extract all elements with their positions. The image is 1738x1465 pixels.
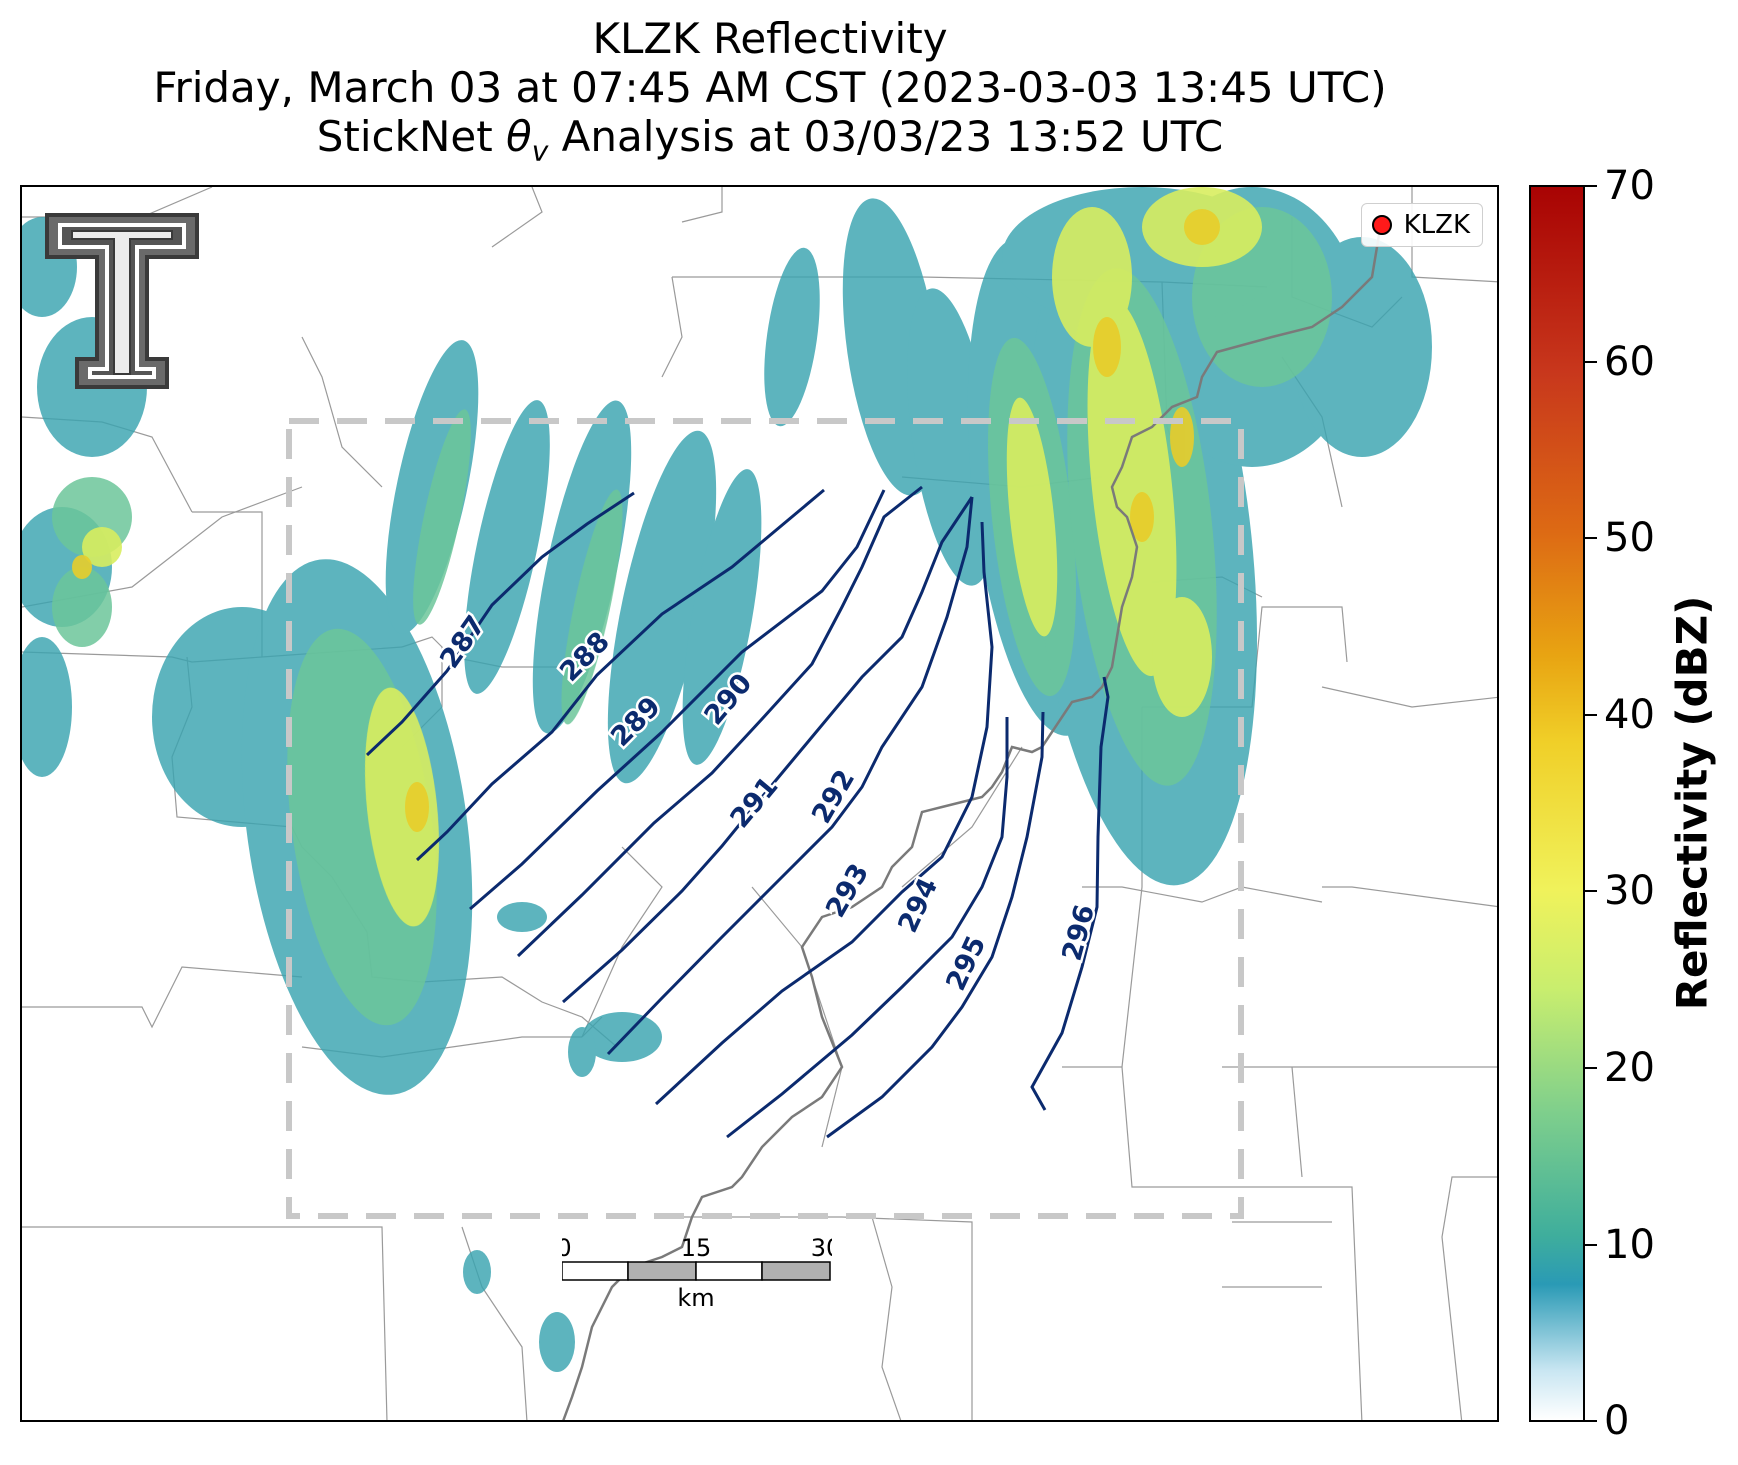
contour-label-296: 296 — [1057, 902, 1102, 964]
map-legend: KLZK — [1360, 203, 1483, 247]
scale-seg-2 — [627, 1261, 697, 1281]
colorbar-tick — [1585, 1067, 1597, 1069]
state-boundary — [562, 216, 1384, 1420]
title-line-3-prefix: StickNet — [316, 112, 507, 161]
colorbar-tick — [1585, 890, 1597, 892]
title-line-2: Friday, March 03 at 07:45 AM CST (2023-0… — [153, 63, 1387, 112]
colorbar-tick — [1585, 1244, 1597, 1246]
colorbar-label-50: 50 — [1604, 515, 1655, 561]
scale-bar: 0 15 30 km — [562, 1234, 832, 1312]
colorbar-label-30: 30 — [1604, 868, 1655, 914]
contour-292 — [606, 496, 974, 1056]
colorbar-label-60: 60 — [1604, 339, 1655, 385]
colorbar-label-70: 70 — [1604, 163, 1655, 209]
scale-seg-1 — [562, 1261, 629, 1281]
contour-296 — [1030, 676, 1110, 1111]
scale-tick-0: 0 — [562, 1234, 572, 1262]
colorbar-tick — [1585, 714, 1597, 716]
contour-label-294: 294 — [892, 873, 944, 937]
theta-symbol: θ — [506, 112, 532, 161]
map-canvas: 287 288 289 290 291 292 293 294 295 296 — [22, 187, 1497, 1420]
contour-293 — [654, 521, 994, 1106]
legend-label: KLZK — [1403, 210, 1470, 240]
colorbar-tick — [1585, 361, 1597, 363]
contour-289 — [469, 489, 886, 911]
contour-288 — [415, 488, 825, 862]
title-line-3: StickNet θv Analysis at 03/03/23 13:52 U… — [20, 112, 1520, 175]
contour-label-293: 293 — [820, 859, 875, 923]
scale-seg-4 — [761, 1261, 831, 1281]
scale-tick-15: 15 — [681, 1234, 712, 1262]
scale-unit: km — [677, 1284, 714, 1312]
reflectivity-colorbar — [1529, 185, 1585, 1422]
colorbar-label-10: 10 — [1604, 1222, 1655, 1268]
echo-heavy — [82, 187, 1262, 927]
contour-294 — [726, 717, 1009, 1139]
contour-287 — [365, 491, 635, 757]
radar-site-marker — [1371, 215, 1392, 235]
colorbar-tick — [1585, 537, 1597, 539]
texas-tech-double-t-logo — [45, 213, 199, 389]
theta-v-contours — [365, 485, 1110, 1139]
scale-seg-3 — [695, 1261, 763, 1281]
colorbar-tick — [1585, 1420, 1597, 1422]
theta-subscript: v — [531, 134, 549, 168]
scale-tick-30: 30 — [811, 1234, 832, 1262]
colorbar-title: Reflectivity (dBZ) — [1667, 595, 1717, 1011]
contour-295 — [826, 711, 1045, 1139]
contour-290 — [516, 485, 923, 958]
radar-map[interactable]: 287 288 289 290 291 292 293 294 295 296 … — [20, 185, 1499, 1422]
colorbar-label-40: 40 — [1604, 692, 1655, 738]
colorbar-label-20: 20 — [1604, 1045, 1655, 1091]
title-line-3-suffix: Analysis at 03/03/23 13:52 UTC — [548, 112, 1224, 161]
colorbar-label-0: 0 — [1604, 1398, 1630, 1444]
echo-strong — [72, 209, 1220, 832]
analysis-domain-box — [286, 418, 1244, 1219]
contour-291 — [562, 496, 974, 1004]
reflectivity-echoes — [22, 187, 1432, 1372]
colorbar-tick — [1585, 185, 1597, 187]
figure-title: KLZK Reflectivity Friday, March 03 at 07… — [20, 14, 1520, 175]
title-line-1: KLZK Reflectivity — [592, 14, 948, 63]
